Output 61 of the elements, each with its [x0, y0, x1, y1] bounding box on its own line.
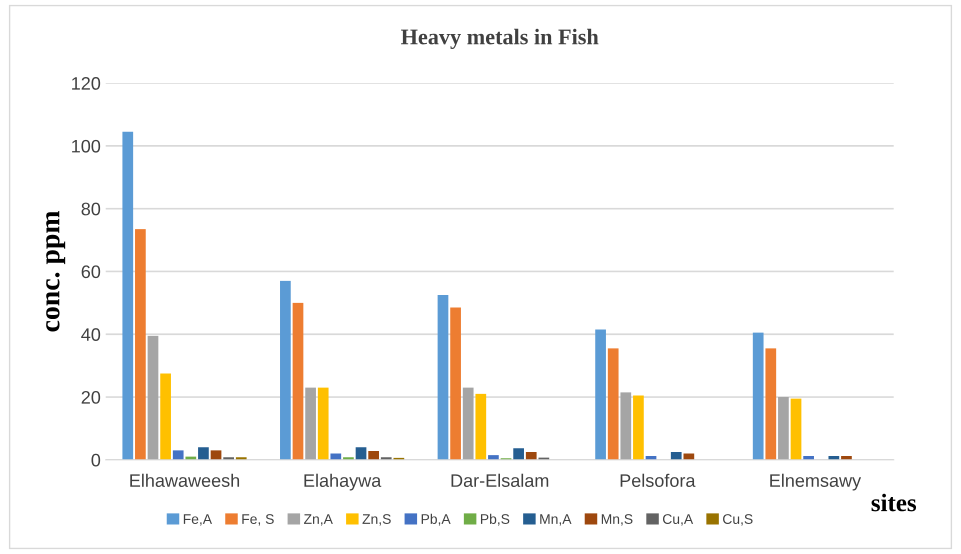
legend-label: Zn,S: [362, 514, 391, 526]
bar: [488, 455, 499, 460]
legend-label: Pb,A: [422, 514, 451, 526]
chart-title: Heavy metals in Fish: [401, 28, 598, 50]
bar: [135, 229, 146, 460]
bar: [670, 452, 682, 460]
bar: [633, 395, 644, 460]
y-tick-label: 20: [82, 390, 100, 404]
y-tick-label: 40: [81, 328, 100, 341]
bar: [841, 456, 852, 460]
x-tick-label: Elhawaweesh: [130, 474, 240, 487]
bar: [450, 308, 461, 460]
bar: [305, 388, 316, 460]
bar: [803, 456, 814, 460]
legend-label: Mn,A: [540, 514, 572, 526]
y-tick-label: 100: [72, 140, 100, 153]
bar: [646, 456, 656, 460]
legend-label: Pb,S: [480, 514, 510, 526]
bar: [330, 454, 342, 460]
bar: [368, 451, 379, 460]
legend-label: Cu,S: [723, 514, 753, 526]
bar: [318, 388, 329, 460]
bar: [122, 132, 134, 460]
legend-label: Zn,A: [304, 514, 333, 526]
y-tick-label: 0: [92, 454, 100, 467]
legend-label: Fe,A: [184, 514, 212, 526]
bar: [185, 456, 196, 460]
x-tick-label: Elnemsawy: [770, 474, 862, 491]
bar: [172, 450, 184, 460]
bar: [148, 336, 158, 460]
bar: [475, 394, 486, 460]
bar: [595, 330, 606, 460]
legend-label: Mn,S: [602, 514, 632, 526]
x-tick-label: Elahaywa: [304, 474, 382, 491]
bar: [198, 447, 209, 460]
x-tick-label: Pelsofora: [620, 474, 696, 487]
y-tick-label: 120: [72, 77, 100, 90]
legend-label: Fe, S: [242, 514, 274, 526]
bar: [683, 454, 694, 460]
bar: [280, 280, 291, 460]
bar: [608, 348, 619, 460]
bar: [462, 388, 474, 460]
y-axis-title: conc. ppm: [46, 210, 66, 332]
bar: [765, 348, 776, 460]
bar: [438, 295, 448, 460]
y-tick-label: 80: [82, 202, 100, 216]
bar: [752, 332, 764, 460]
bar: [526, 452, 537, 460]
x-axis-title: sites: [872, 494, 916, 512]
bar: [778, 397, 789, 460]
bar: [513, 448, 524, 460]
bar: [210, 450, 222, 460]
bar: [292, 302, 304, 460]
y-tick-label: 60: [82, 265, 100, 278]
bar: [620, 392, 632, 460]
bar: [828, 456, 840, 460]
bar: [356, 447, 366, 460]
bar: [790, 398, 802, 460]
legend-label: Cu,A: [662, 514, 694, 526]
bar: [160, 373, 171, 460]
x-tick-label: Dar-Elsalam: [452, 474, 548, 487]
